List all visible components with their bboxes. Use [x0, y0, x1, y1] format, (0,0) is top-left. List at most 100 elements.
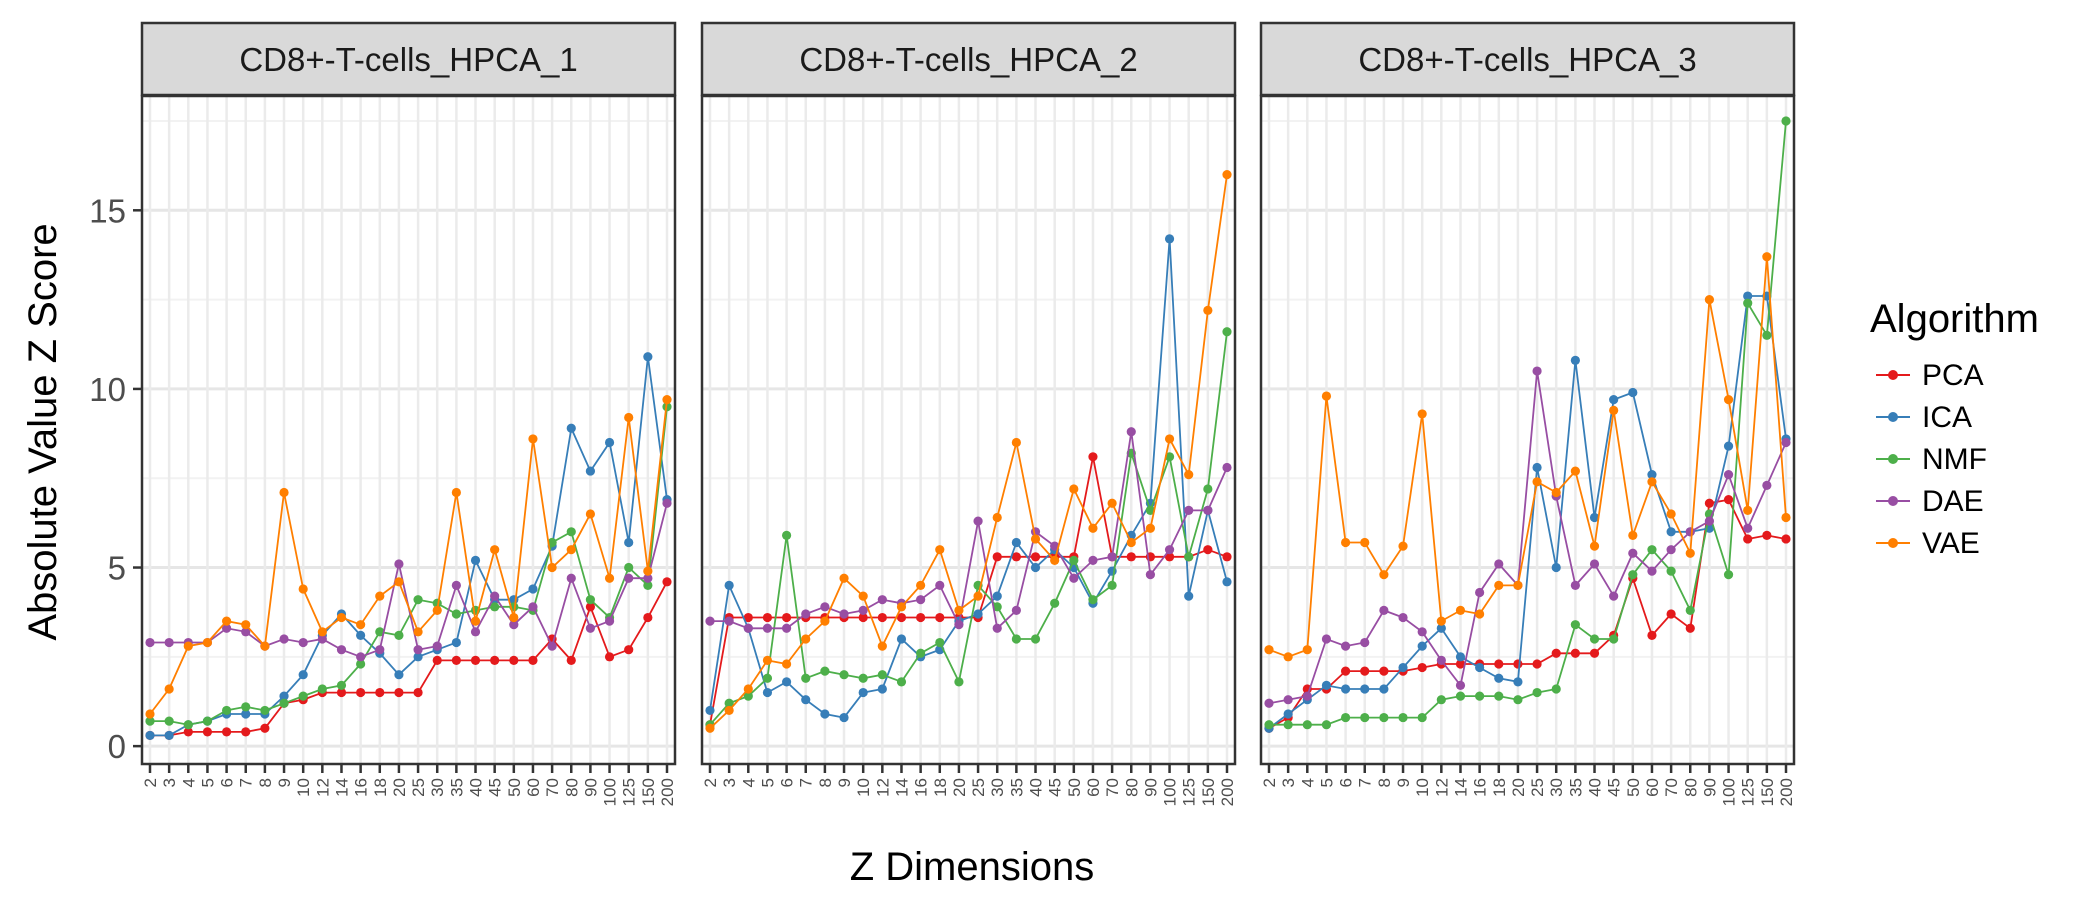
data-point-vae: [604, 573, 615, 583]
data-point-ica: [604, 437, 615, 448]
data-point-nmf: [202, 716, 213, 726]
x-tick-label: 8: [1375, 778, 1394, 787]
y-tick-label: 10: [89, 371, 126, 408]
x-tick-label: 5: [758, 778, 777, 787]
x-tick-label: 5: [198, 778, 217, 787]
data-point-dae: [509, 620, 519, 630]
data-point-ica: [1494, 673, 1504, 683]
legend-item-dae: DAE: [1876, 485, 1984, 518]
data-point-dae: [1589, 559, 1600, 569]
data-point-vae: [432, 605, 442, 615]
data-point-dae: [298, 637, 308, 648]
series-line-nmf: [709, 331, 1228, 726]
data-point-ica: [528, 584, 538, 594]
data-point-pca: [202, 727, 213, 737]
data-point-ica: [858, 687, 868, 698]
x-tick-label: 4: [1298, 778, 1317, 787]
facet-panel-2: CD8+-T-cells_HPCA_22 3 4 5 6 7 8 9 10 12 14 16 18 20 2…: [700, 21, 1237, 806]
data-point-pca: [858, 612, 868, 623]
data-point-vae: [624, 412, 634, 423]
data-point-dae: [1398, 612, 1408, 623]
data-point-ica: [394, 670, 404, 680]
x-tick-label: 40: [1586, 778, 1605, 797]
x-tick-label: 7: [797, 778, 816, 787]
legend-item-vae: VAE: [1876, 527, 1980, 560]
data-point-dae: [221, 623, 232, 633]
data-point-ica: [1417, 641, 1427, 651]
legend-marker: [1888, 496, 1898, 506]
data-point-nmf: [781, 530, 792, 540]
data-point-ica: [992, 591, 1002, 601]
data-point-pca: [1704, 498, 1715, 508]
x-tick-label: 100: [1161, 778, 1180, 806]
data-point-vae: [1145, 523, 1156, 533]
series-line-vae: [149, 399, 668, 715]
data-point-ica: [1436, 623, 1446, 633]
data-point-vae: [260, 641, 270, 651]
data-point-pca: [356, 687, 366, 698]
data-point-pca: [1088, 452, 1098, 462]
data-point-nmf: [1628, 570, 1638, 580]
data-point-nmf: [992, 602, 1002, 612]
x-tick-label: 16: [912, 778, 931, 797]
data-point-nmf: [1069, 555, 1079, 565]
data-point-pca: [762, 612, 773, 623]
data-point-dae: [1203, 505, 1213, 515]
data-point-ica: [1532, 462, 1542, 473]
data-point-nmf: [317, 684, 327, 694]
data-point-dae: [547, 641, 557, 651]
y-axis-title: Absolute Value Z Score: [21, 223, 65, 640]
data-point-vae: [801, 634, 811, 644]
data-point-dae: [279, 634, 289, 644]
data-point-pca: [935, 612, 945, 623]
legend-label: NMF: [1922, 443, 1987, 476]
data-point-nmf: [1743, 298, 1753, 308]
x-tick-label: 35: [1566, 778, 1585, 797]
data-point-pca: [1030, 552, 1041, 562]
data-point-nmf: [801, 673, 811, 683]
data-point-nmf: [1107, 580, 1117, 590]
data-point-ica: [1379, 684, 1389, 694]
x-axis-title: Z Dimensions: [850, 845, 1095, 889]
data-point-ica: [820, 709, 830, 719]
x-tick-label: 20: [950, 778, 969, 797]
data-point-nmf: [916, 648, 926, 658]
data-point-vae: [1050, 555, 1060, 565]
data-point-dae: [317, 634, 327, 644]
data-point-nmf: [375, 627, 385, 637]
data-point-ica: [470, 555, 481, 565]
data-point-ica: [1455, 652, 1466, 662]
x-tick-label: 5: [1317, 778, 1336, 787]
data-point-dae: [451, 580, 461, 590]
data-point-ica: [241, 709, 251, 719]
series-line-dae: [710, 431, 1228, 631]
data-point-dae: [413, 645, 423, 655]
data-point-dae: [432, 641, 442, 651]
data-point-nmf: [1609, 634, 1619, 644]
data-point-vae: [1379, 570, 1389, 580]
data-point-pca: [1532, 659, 1542, 669]
x-tick-label: 200: [658, 778, 677, 806]
x-tick-label: 70: [543, 778, 562, 797]
data-point-dae: [643, 573, 653, 583]
x-tick-label: 35: [1007, 778, 1026, 797]
data-point-dae: [1164, 545, 1175, 555]
x-tick-label: 8: [256, 778, 275, 787]
data-point-ica: [762, 687, 773, 698]
data-point-ica: [413, 652, 423, 662]
data-point-dae: [336, 645, 347, 655]
data-point-nmf: [279, 698, 289, 708]
data-point-dae: [1050, 541, 1060, 551]
data-point-dae: [1609, 591, 1619, 601]
data-point-ica: [1340, 684, 1351, 694]
data-point-ica: [1184, 591, 1194, 601]
data-point-vae: [394, 577, 404, 587]
data-point-vae: [164, 684, 174, 694]
x-tick-label: 90: [1141, 778, 1160, 797]
facet-strip: [700, 21, 1237, 97]
data-point-ica: [1723, 441, 1734, 451]
x-tick-label: 16: [1471, 778, 1490, 797]
data-point-nmf: [547, 537, 557, 548]
data-point-nmf: [724, 698, 734, 708]
x-tick-label: 12: [1432, 778, 1451, 797]
